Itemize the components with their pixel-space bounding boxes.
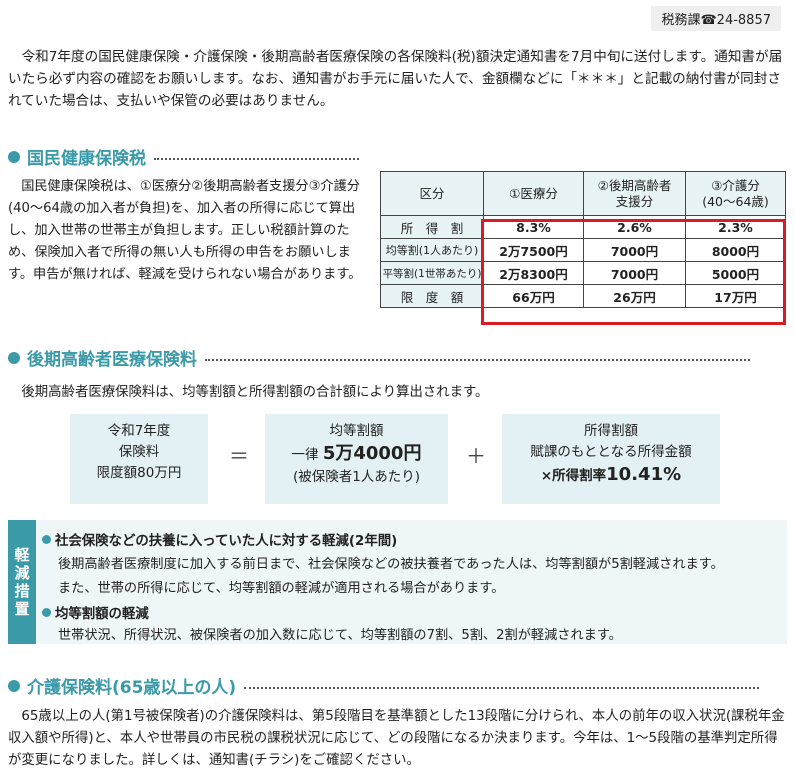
- senior-heading: 後期高齢者医療保険料: [8, 345, 750, 370]
- bullet-dot-icon: [8, 351, 20, 364]
- kaigo-paragraph: 65歳以上の人(第1号被保険者)の介護保険料は、第5段階目を基準額とした13段階…: [8, 709, 785, 768]
- table-header: 区分: [380, 171, 484, 216]
- plus-sign: ＋: [466, 444, 486, 468]
- side-char: 減: [14, 564, 30, 582]
- box-line: 保険料: [118, 444, 160, 460]
- kaigo-heading: 介護保険料(65歳以上の人): [8, 673, 760, 698]
- table-row: 均等割(1人あたり) 2万7500円 7000円 8000円: [380, 238, 786, 262]
- table-cell: 8000円: [685, 238, 786, 262]
- formula-premium-box: 令和7年度 保険料 限度額80万円: [70, 414, 208, 504]
- per-capita-amount: 5万4000円: [322, 443, 422, 464]
- bullet-dot-icon: [8, 150, 20, 163]
- equals-sign: ＝: [229, 444, 249, 468]
- senior-heading-text: 後期高齢者医療保険料: [27, 350, 197, 370]
- formula-per-capita-box: 均等割額 一律 5万4000円 (被保険者1人あたり): [265, 414, 448, 504]
- reduction-item-title-text: 均等割額の軽減: [55, 607, 149, 622]
- table-cell: 2万8300円: [483, 261, 584, 285]
- table-cell: 2万7500円: [483, 238, 584, 262]
- side-char: 軽: [14, 546, 30, 564]
- nhi-rates-table: 区分 ①医療分 ②後期高齢者 支援分 ③介護分 (40～64歳) 所 得 割 8…: [380, 171, 786, 308]
- side-char: 置: [14, 600, 30, 618]
- nhi-paragraph: 国民健康保険税は、①医療分②後期高齢者支援分③介護分(40～64歳の加入者が負担…: [8, 179, 362, 282]
- box-line: 賦課のもととなる所得金額: [530, 444, 692, 460]
- table-cell: 26万円: [583, 284, 686, 308]
- table-row: 平等割(1世帯あたり) 2万8300円 7000円 5000円: [380, 261, 786, 285]
- senior-paragraph: 後期高齢者医療保険料は、均等割額と所得割額の合計額により算出されます。: [21, 385, 489, 400]
- box-line-prefix: 一律: [291, 447, 323, 463]
- box-line: 令和7年度: [107, 423, 171, 439]
- table-cell: 7000円: [583, 238, 686, 262]
- reduction-text-line: また、世帯の所得に応じて、均等割額の軽減が適用される場合があります。: [58, 581, 505, 596]
- reduction-panel: 軽 減 措 置 社会保険などの扶養に入っていた人に対する軽減(2年間) 後期高齢…: [8, 520, 787, 644]
- intro-paragraph: 令和7年度の国民健康保険・介護保険・後期高齢者医療保険の各保険料(税)額決定通知…: [8, 49, 783, 109]
- table-cell: 2.6%: [583, 215, 686, 239]
- bullet-dot-icon: [42, 534, 51, 544]
- box-line: 限度額80万円: [96, 465, 182, 481]
- table-cell: 17万円: [685, 284, 786, 308]
- row-label: 平等割(1世帯あたり): [380, 261, 484, 285]
- box-line: (被保険者1人あたり): [292, 469, 421, 485]
- table-cell: 2.3%: [685, 215, 786, 239]
- row-label: 所 得 割: [380, 215, 484, 239]
- reduction-item-title-text: 社会保険などの扶養に入っていた人に対する軽減(2年間): [55, 534, 398, 549]
- reduction-item-title: 均等割額の軽減: [42, 602, 149, 622]
- bullet-dot-icon: [8, 679, 20, 692]
- formula-income-box: 所得割額 賦課のもととなる所得金額 ×所得割率10.41%: [502, 414, 720, 504]
- reduction-text-line: 世帯状況、所得状況、被保険者の加入数に応じて、均等割額の7割、5割、2割が軽減さ…: [58, 628, 622, 643]
- row-label: 限 度 額: [380, 284, 484, 308]
- income-rate: 10.41%: [606, 464, 682, 485]
- box-line: 所得割額: [584, 423, 638, 439]
- table-cell: 7000円: [583, 261, 686, 285]
- table-header: ①医療分: [483, 171, 584, 216]
- table-cell: 5000円: [685, 261, 786, 285]
- reduction-text-line: 後期高齢者医療制度に加入する前日まで、社会保険などの被扶養者であった人は、均等割…: [58, 557, 724, 572]
- box-line: 一律 5万4000円: [265, 442, 448, 467]
- kaigo-heading-text: 介護保険料(65歳以上の人): [27, 678, 237, 698]
- box-line-prefix: ×所得割率: [540, 468, 607, 484]
- bullet-dot-icon: [42, 607, 51, 617]
- row-label: 均等割(1人あたり): [380, 238, 484, 262]
- box-line: 均等割額: [329, 423, 384, 439]
- reduction-item-title: 社会保険などの扶養に入っていた人に対する軽減(2年間): [42, 529, 397, 549]
- nhi-heading-text: 国民健康保険税: [27, 149, 146, 169]
- table-header: ②後期高齢者 支援分: [583, 171, 686, 216]
- box-line: ×所得割率10.41%: [502, 463, 720, 488]
- table-cell: 66万円: [483, 284, 584, 308]
- dotted-leader: [244, 686, 760, 689]
- contact-phone: 税務課☎24-8857: [651, 6, 781, 31]
- dotted-leader: [154, 157, 359, 160]
- table-header: ③介護分 (40～64歳): [685, 171, 786, 216]
- table-row: 所 得 割 8.3% 2.6% 2.3%: [380, 215, 786, 239]
- side-char: 措: [14, 582, 30, 600]
- table-cell: 8.3%: [483, 215, 584, 239]
- table-row: 限 度 額 66万円 26万円 17万円: [380, 284, 786, 308]
- dotted-leader: [205, 358, 750, 361]
- reduction-side-label: 軽 減 措 置: [8, 520, 36, 644]
- nhi-heading: 国民健康保険税: [8, 144, 359, 169]
